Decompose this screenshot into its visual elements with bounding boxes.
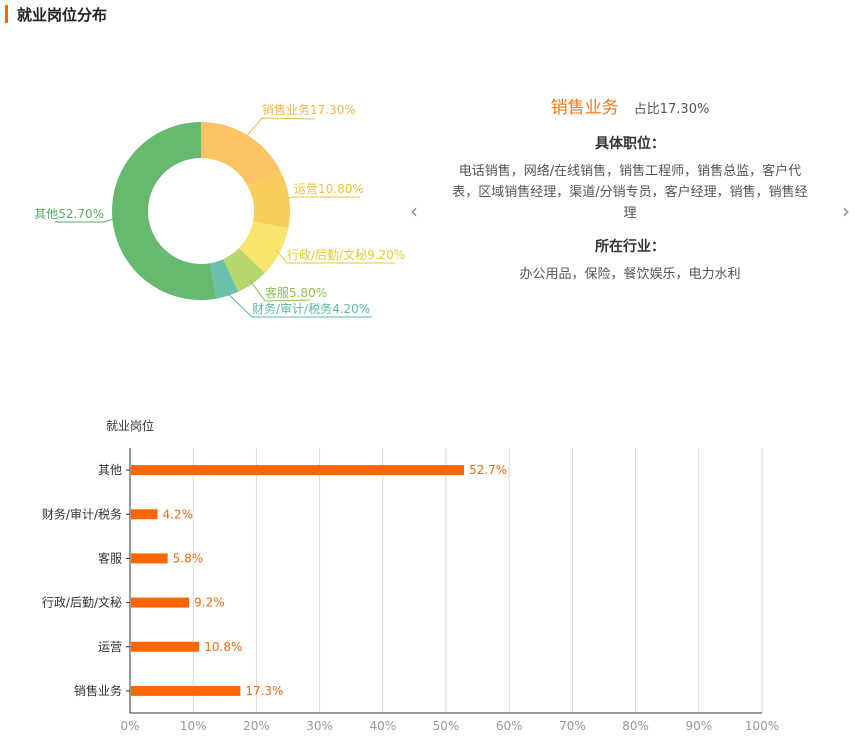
bar-chart-axis-title: 就业岗位	[106, 419, 155, 433]
donut-label: 客服5.80%	[265, 285, 327, 300]
bar-chart: 0% 10% 20% 30% 40% 50% 60% 70% 80% 90% 100% 其他 52.7%…	[42, 448, 779, 733]
donut-leader-line	[249, 280, 311, 302]
x-tick-label: 40%	[369, 719, 396, 733]
detail-name: 销售业务	[550, 98, 619, 118]
donut-chart: 销售业务17.30% 运营10.80% 行政/后勤/文秘9.20% 客服5.80%财务…	[34, 102, 405, 318]
donut-slice[interactable]	[201, 122, 280, 187]
bar-value-label: 5.8%	[173, 551, 204, 565]
y-tick-label: 销售业务	[74, 683, 122, 698]
positions-label: 具体职位：	[595, 136, 665, 152]
donut-leader-line	[285, 196, 360, 200]
bar[interactable]	[131, 509, 158, 520]
x-tick-label: 30%	[306, 719, 333, 733]
donut-leader-line	[244, 117, 316, 139]
industry-text: 办公用品，保险，餐饮娱乐，电力水利	[519, 267, 741, 282]
donut-leader-line	[225, 291, 372, 318]
donut-slice[interactable]	[238, 221, 289, 274]
detail-heading: 销售业务 占比17.30%	[410, 93, 850, 121]
bar[interactable]	[131, 465, 465, 476]
donut-slice[interactable]	[112, 122, 217, 300]
section-header: 就业岗位分布	[5, 3, 107, 25]
bar-value-label: 52.7%	[469, 463, 507, 477]
donut-label: 销售业务17.30%	[262, 102, 356, 117]
detail-panel: ‹ › 销售业务 占比17.30% 具体职位： 电话销售，网络/在线销售，销售工…	[410, 88, 850, 348]
x-tick-label: 60%	[496, 719, 523, 733]
donut-slice[interactable]	[247, 169, 290, 229]
bar-value-label: 4.2%	[163, 507, 194, 521]
bar-value-label: 17.3%	[245, 684, 283, 698]
detail-share: 占比17.30%	[633, 102, 710, 117]
x-tick-label: 90%	[685, 719, 712, 733]
y-tick-label: 客服	[98, 550, 122, 565]
x-tick-label: 80%	[622, 719, 649, 733]
y-tick-label: 行政/后勤/文秘	[42, 595, 122, 610]
y-tick-label: 财务/审计/税务	[42, 506, 122, 521]
y-tick-label: 其他	[98, 463, 122, 477]
y-tick-label: 运营	[98, 640, 122, 654]
chevron-left-icon[interactable]: ‹	[410, 199, 418, 223]
chevron-right-icon[interactable]: ›	[842, 199, 850, 223]
donut-label: 财务/审计/税务4.20%	[252, 301, 370, 316]
x-tick-label: 70%	[559, 719, 586, 733]
x-tick-label: 0%	[120, 719, 139, 733]
x-tick-label: 20%	[243, 719, 270, 733]
section-accent-bar	[5, 5, 8, 23]
bar[interactable]	[131, 553, 168, 564]
x-tick-label: 10%	[180, 719, 207, 733]
donut-leader-line	[55, 217, 117, 223]
bar[interactable]	[131, 641, 200, 652]
bar-value-label: 9.2%	[194, 596, 225, 610]
bar[interactable]	[131, 597, 190, 608]
donut-slice[interactable]	[209, 259, 239, 299]
industry-label: 所在行业：	[595, 239, 665, 255]
x-tick-label: 100%	[745, 719, 779, 733]
donut-leader-line	[275, 250, 395, 264]
donut-label: 运营10.80%	[294, 182, 364, 196]
bar-value-label: 10.8%	[204, 640, 242, 654]
positions-text: 电话销售，网络/在线销售，销售工程师，销售总监，客户代表，区域销售经理，渠道/分…	[452, 164, 808, 221]
section-title: 就业岗位分布	[17, 5, 108, 24]
donut-label: 行政/后勤/文秘9.20%	[287, 247, 405, 262]
donut-slice[interactable]	[223, 248, 265, 292]
x-tick-label: 50%	[433, 719, 460, 733]
bar[interactable]	[131, 685, 241, 696]
donut-label: 其他52.70%	[34, 207, 104, 221]
